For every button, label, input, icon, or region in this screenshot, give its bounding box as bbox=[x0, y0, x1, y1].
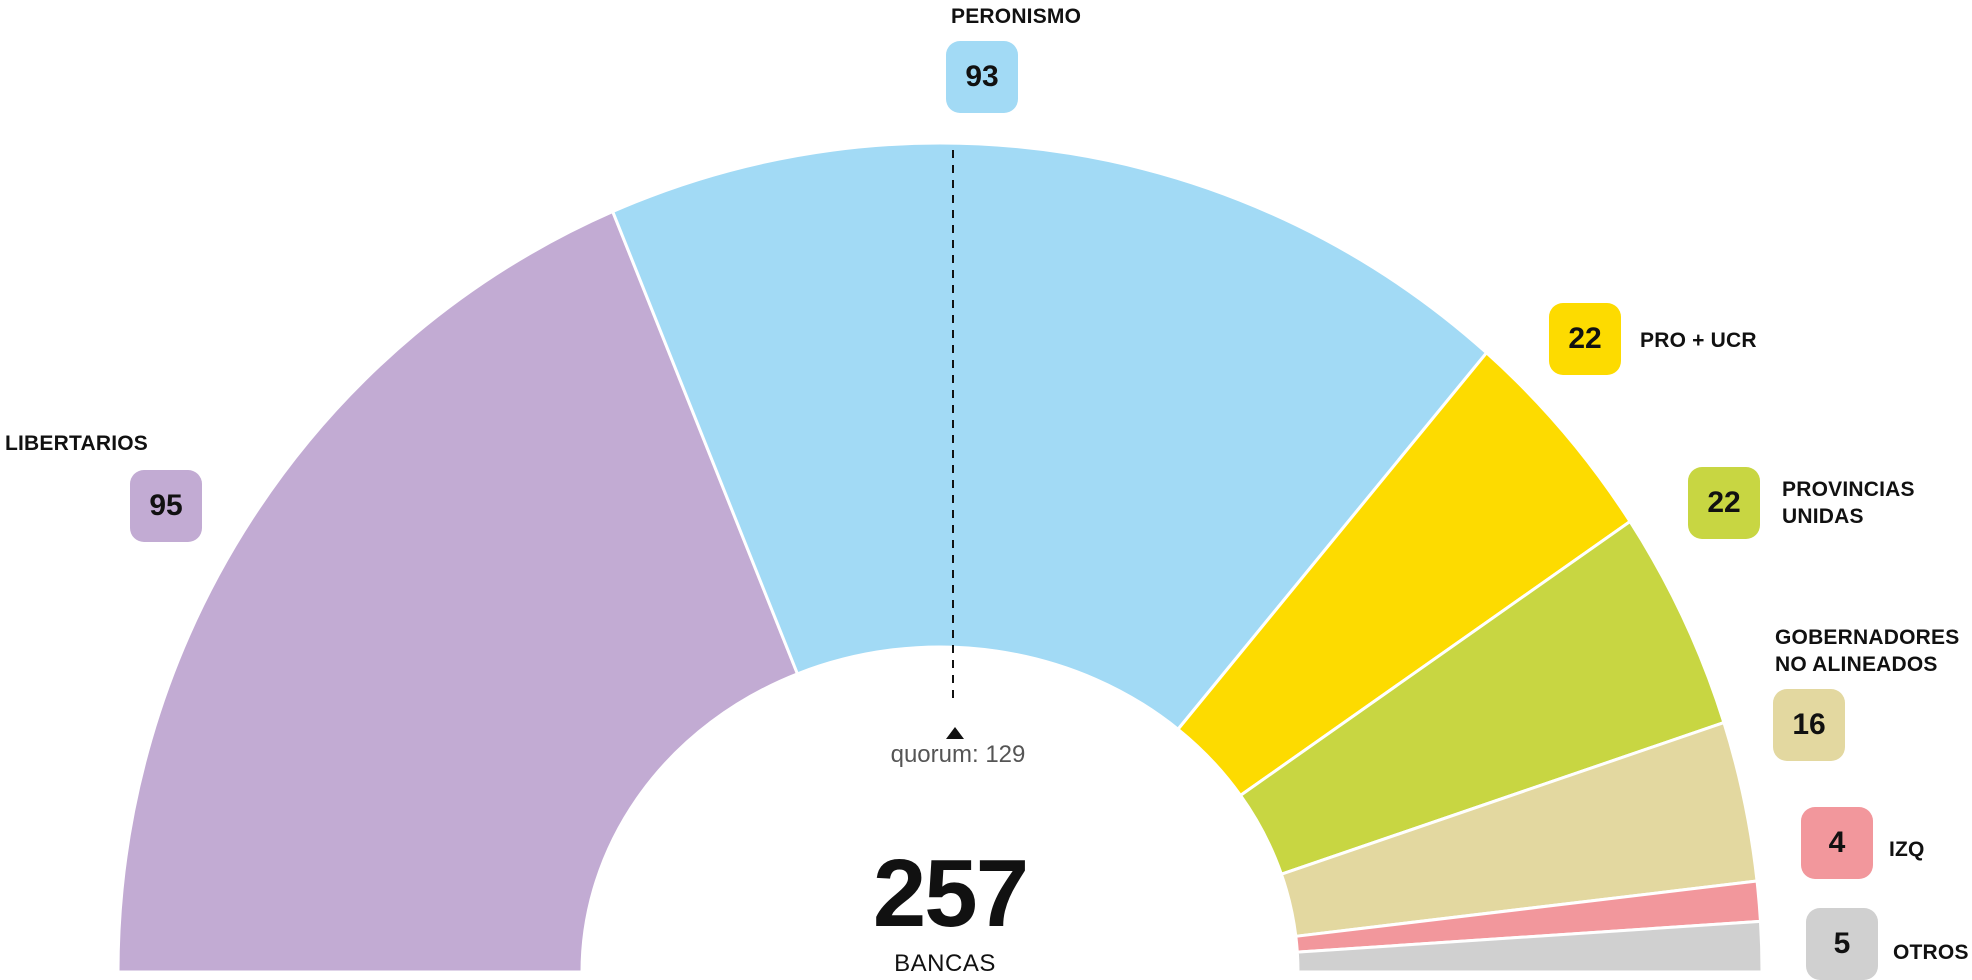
label-otros: OTROS bbox=[1893, 941, 1969, 964]
wedge-peronismo bbox=[611, 141, 1489, 731]
label-gobernadores-no-alineados: GOBERNADORES NO ALINEADOS bbox=[1775, 626, 1960, 676]
badge-provincias-unidas: 22 bbox=[1688, 467, 1760, 539]
total-seats: 257 bbox=[872, 840, 1029, 947]
badge-peronismo: 93 bbox=[946, 41, 1018, 113]
wedge-libertarios bbox=[116, 210, 799, 974]
label-izq: IZQ bbox=[1889, 838, 1925, 861]
badge-otros: 5 bbox=[1806, 908, 1878, 980]
quorum-label: quorum: 129 bbox=[890, 741, 1026, 768]
badge-pro-ucr: 22 bbox=[1549, 303, 1621, 375]
label-libertarios: LIBERTARIOS bbox=[5, 432, 148, 455]
label-pro-ucr: PRO + UCR bbox=[1640, 329, 1757, 352]
quorum-arrow-icon bbox=[946, 727, 964, 739]
label-provincias-unidas: PROVINCIAS UNIDAS bbox=[1782, 478, 1915, 528]
badge-izq: 4 bbox=[1801, 807, 1873, 879]
badge-libertarios: 95 bbox=[130, 470, 202, 542]
seat-wedges bbox=[116, 141, 1764, 974]
badge-gobernadores-no-alineados: 16 bbox=[1773, 689, 1845, 761]
wedge-otros bbox=[1295, 919, 1764, 974]
total-seats-caption: BANCAS bbox=[894, 950, 996, 977]
label-peronismo: PERONISMO bbox=[951, 5, 1082, 28]
